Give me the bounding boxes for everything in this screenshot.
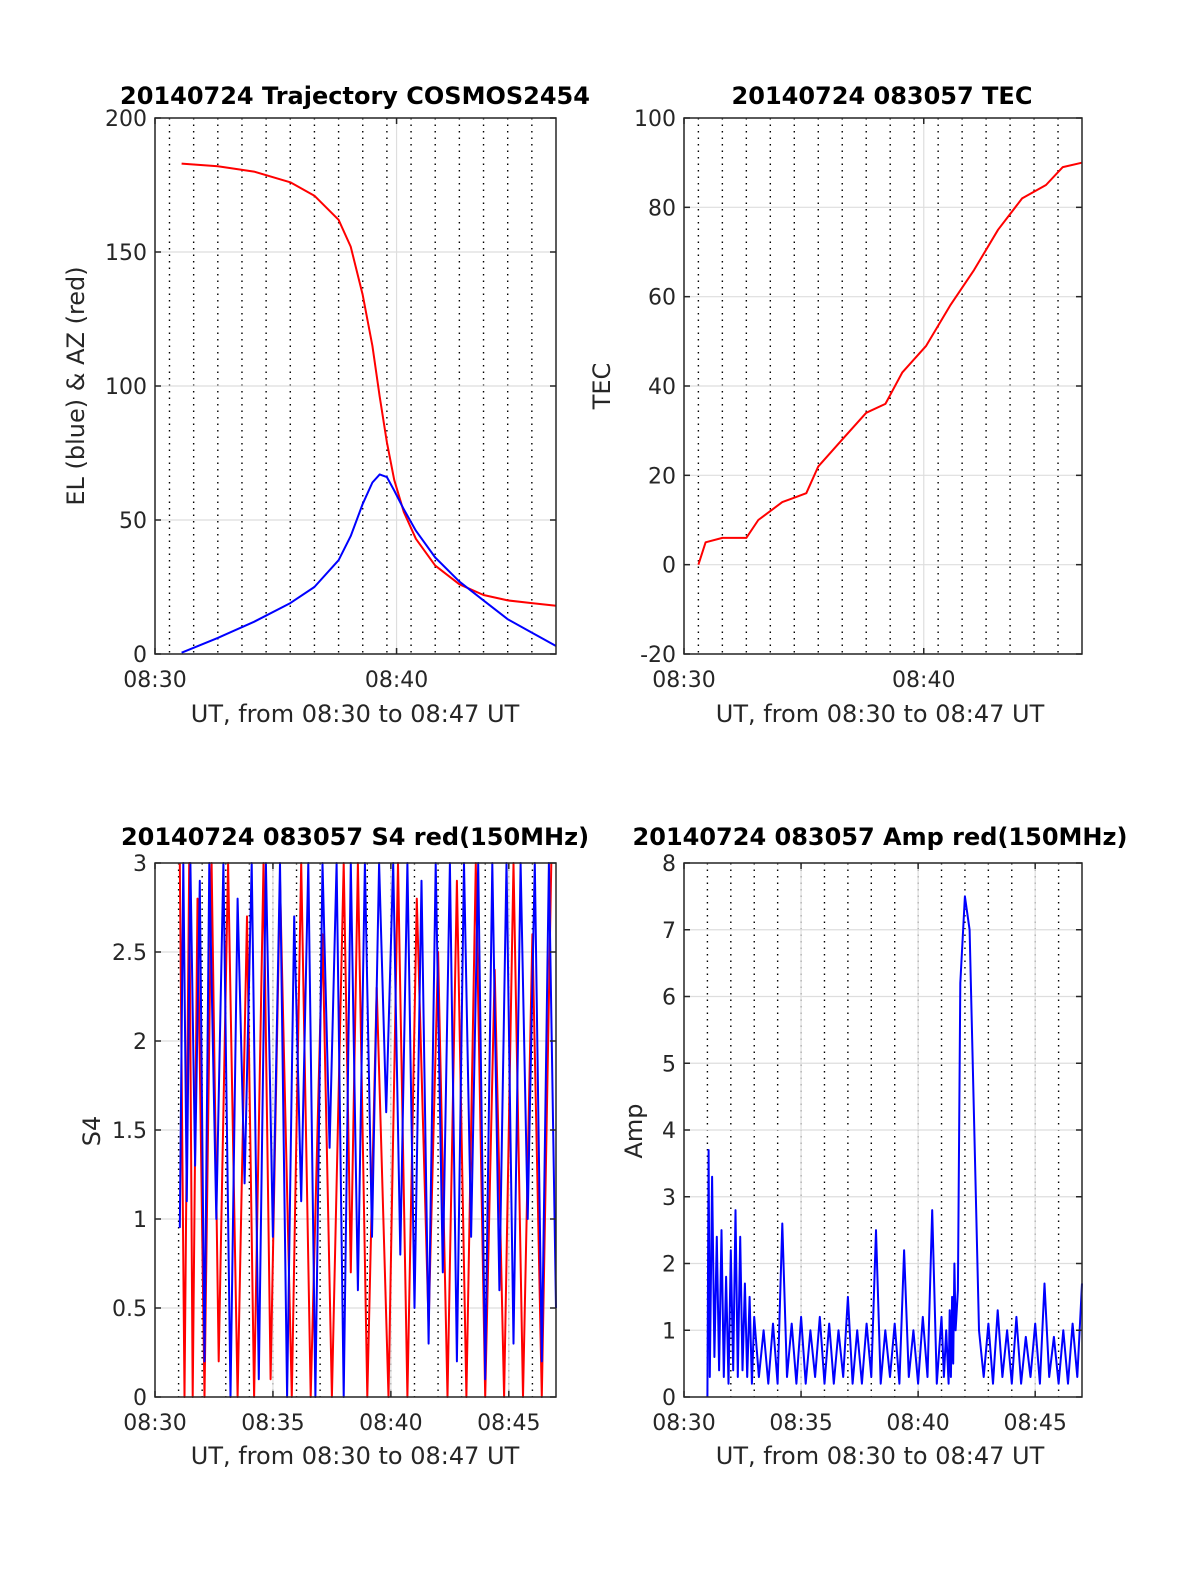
x-tick-label: 08:40: [886, 1411, 949, 1436]
series-line: [178, 862, 557, 1398]
x-tick-label: 08:30: [652, 668, 715, 693]
x-tick-label: 08:35: [769, 1411, 832, 1436]
y-tick-label: 4: [662, 1119, 676, 1144]
y-tick-label: 20: [648, 464, 676, 489]
series-line: [181, 473, 557, 654]
y-tick-label: 3: [133, 852, 147, 877]
y-tick-label: 0.5: [112, 1297, 147, 1322]
x-tick-label: 08:40: [892, 668, 955, 693]
plot-area: -20 0 20 40 60 80 100 08:30 08:40: [634, 107, 1083, 693]
y-tick-label: 0: [662, 554, 676, 579]
y-tick-label: 150: [105, 241, 147, 266]
y-tick-label: 80: [648, 196, 676, 221]
y-axis-label: Amp: [620, 1103, 648, 1158]
panel-s4: 20140724 083057 S4 red(150MHz) S4 UT, fr…: [78, 823, 589, 1470]
plot-area: 0 0.5 1 1.5 2 2.5 3 08:30 08:35 08:40 08:45: [112, 852, 557, 1436]
y-tick-label: 100: [634, 107, 676, 132]
y-tick-label: 1.5: [112, 1119, 147, 1144]
y-tick-label: 1: [133, 1208, 147, 1233]
x-axis-label: UT, from 08:30 to 08:47 UT: [716, 1442, 1045, 1470]
y-tick-label: 40: [648, 375, 676, 400]
plot-area: 0 50 100 150 200 08:30 08:40: [105, 107, 557, 693]
y-tick-label: 50: [119, 509, 147, 534]
y-tick-label: 2: [133, 1030, 147, 1055]
x-tick-label: 08:30: [652, 1411, 715, 1436]
x-axis-label: UT, from 08:30 to 08:47 UT: [716, 700, 1045, 728]
y-tick-label: 2.5: [112, 941, 147, 966]
x-tick-label: 08:40: [365, 668, 428, 693]
y-tick-label: 5: [662, 1052, 676, 1077]
x-tick-label: 08:45: [1003, 1411, 1066, 1436]
y-tick-label: 6: [662, 986, 676, 1011]
panel-trajectory: 20140724 Trajectory COSMOS2454 EL (blue)…: [62, 82, 590, 728]
x-tick-label: 08:30: [123, 668, 186, 693]
panel-amp: 20140724 083057 Amp red(150MHz) Amp UT, …: [620, 823, 1127, 1470]
y-tick-label: -20: [640, 643, 676, 668]
x-tick-label: 08:30: [123, 1411, 186, 1436]
chart-title: 20140724 083057 TEC: [732, 82, 1033, 110]
series-line: [697, 161, 1083, 566]
y-tick-label: 0: [133, 1386, 147, 1411]
y-tick-label: 100: [105, 375, 147, 400]
y-axis-label: EL (blue) & AZ (red): [62, 266, 90, 505]
y-tick-label: 8: [662, 852, 676, 877]
x-tick-label: 08:45: [477, 1411, 540, 1436]
series-line: [181, 162, 557, 607]
y-axis-label: TEC: [588, 363, 616, 411]
chart-title: 20140724 083057 S4 red(150MHz): [121, 823, 589, 851]
x-tick-label: 08:35: [241, 1411, 304, 1436]
y-tick-label: 0: [662, 1386, 676, 1411]
plot-area: 0 1 2 3 4 5 6 7 8 08:30 08:35 08:40 08:45: [652, 852, 1083, 1436]
y-tick-label: 3: [662, 1186, 676, 1211]
y-axis-label: S4: [78, 1116, 106, 1147]
y-tick-label: 60: [648, 286, 676, 311]
series-line: [706, 895, 1083, 1398]
y-tick-label: 2: [662, 1253, 676, 1278]
chart-title: 20140724 083057 Amp red(150MHz): [633, 823, 1128, 851]
y-tick-label: 200: [105, 107, 147, 132]
y-tick-label: 7: [662, 919, 676, 944]
y-tick-label: 0: [133, 643, 147, 668]
y-tick-label: 1: [662, 1319, 676, 1344]
chart-title: 20140724 Trajectory COSMOS2454: [120, 82, 590, 110]
panel-tec: 20140724 083057 TEC TEC UT, from 08:30 t…: [588, 82, 1083, 728]
x-axis-label: UT, from 08:30 to 08:47 UT: [191, 700, 520, 728]
x-axis-label: UT, from 08:30 to 08:47 UT: [191, 1442, 520, 1470]
x-tick-label: 08:40: [359, 1411, 422, 1436]
